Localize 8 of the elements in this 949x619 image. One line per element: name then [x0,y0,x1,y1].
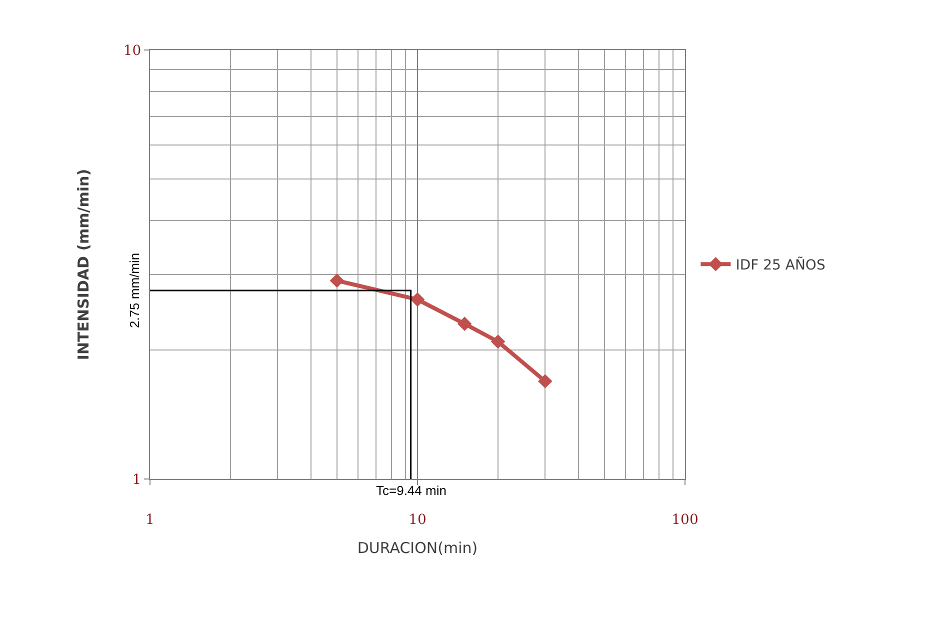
x-axis-title: DURACION(min) [357,538,478,557]
legend-label: IDF 25 AÑOS [736,256,826,274]
x-tick-label: 10 [408,512,426,528]
annotation: 2.75 mm/min [126,252,142,328]
x-tick-label: 100 [672,512,698,528]
annotation: Tc=9.44 min [376,483,446,498]
y-axis-title: INTENSIDAD (mm/min) [74,168,93,360]
x-tick-label: 1 [146,512,154,528]
